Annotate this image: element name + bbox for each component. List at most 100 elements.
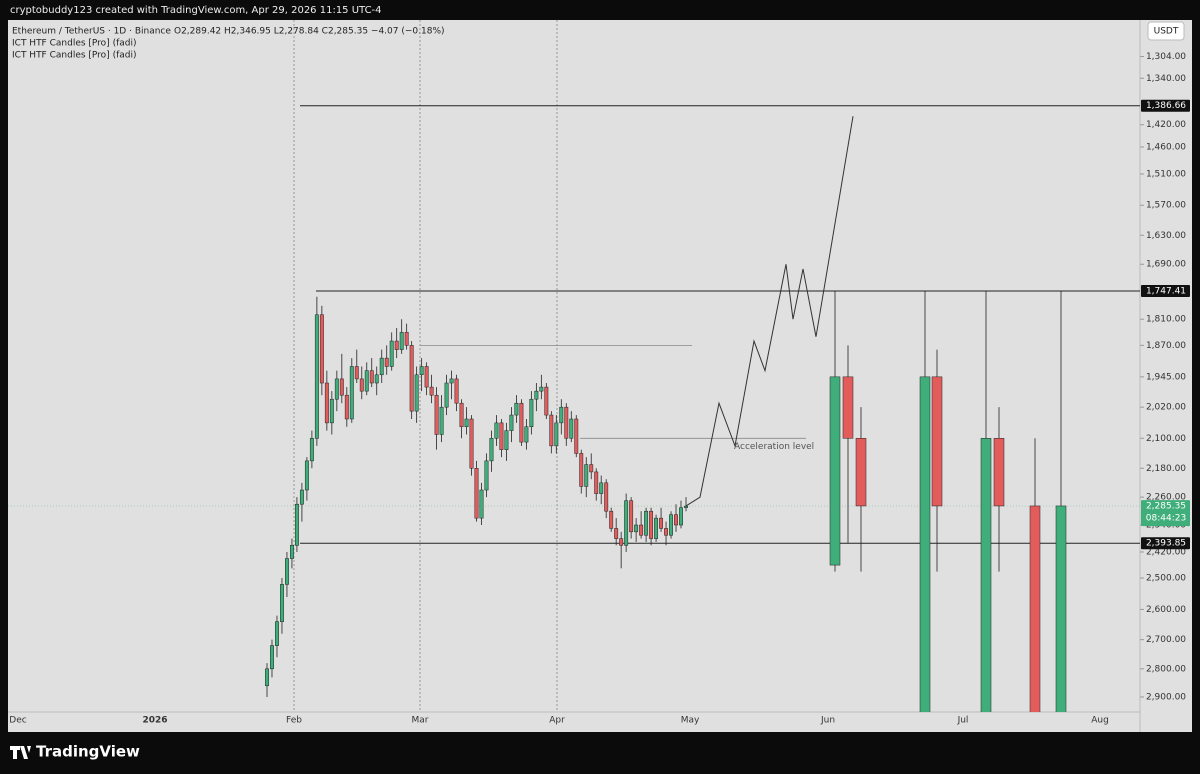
y-tick-label: 2,180.00 <box>1146 464 1186 474</box>
candle-body <box>439 406 444 435</box>
y-tick-label: 1,810.00 <box>1146 315 1186 325</box>
chart-bg <box>8 20 1192 732</box>
candle-body <box>634 524 639 533</box>
candle-body <box>444 382 449 408</box>
candle-body <box>919 376 931 712</box>
ohlc: O2,289.42 H2,346.95 L2,278.84 C2,285.35 … <box>174 27 445 37</box>
y-tick-label: 1,870.00 <box>1146 341 1186 351</box>
level-label: 2,393.85 <box>1146 539 1186 549</box>
y-tick-label: 1,510.00 <box>1146 169 1186 179</box>
candle-body <box>265 668 269 687</box>
y-tick-label: 1,570.00 <box>1146 201 1186 211</box>
symbol: Ethereum / TetherUS · 1D · Binance <box>12 27 171 37</box>
countdown: 08:44:23 <box>1146 514 1186 524</box>
candle-body <box>980 438 992 712</box>
candle-body <box>449 378 454 384</box>
credit: cryptobuddy123 created with TradingView.… <box>10 5 382 16</box>
projection-path <box>685 116 854 507</box>
y-tick-label: 1,420.00 <box>1146 120 1186 130</box>
candle-body <box>399 332 404 350</box>
candle-body <box>684 505 688 508</box>
candle-body <box>1029 505 1041 712</box>
candle-body <box>599 482 604 494</box>
x-tick-label: Aug <box>1091 716 1109 726</box>
candle-body <box>384 357 389 367</box>
candle-body <box>404 332 409 346</box>
currency-button[interactable] <box>1147 21 1185 41</box>
candle-body <box>369 370 374 384</box>
candle-body <box>309 438 314 462</box>
candle-body <box>659 517 664 529</box>
candle-body <box>409 345 414 412</box>
candle-body <box>549 414 554 447</box>
candle-body <box>829 376 841 566</box>
candle-body <box>569 418 574 439</box>
candle-body <box>349 366 354 420</box>
currency[interactable]: USDT <box>1154 27 1179 37</box>
candle-body <box>604 482 609 512</box>
y-tick-label: 1,690.00 <box>1146 260 1186 270</box>
candle-body <box>842 376 854 439</box>
candle-body <box>314 314 319 439</box>
candle-body <box>674 514 678 526</box>
y-tick-label: 2,500.00 <box>1146 574 1186 584</box>
candle-body <box>389 340 394 367</box>
candle-body <box>649 510 654 539</box>
y-tick-label: 2,260.00 <box>1146 493 1186 503</box>
candle-body <box>334 378 339 400</box>
candle-body <box>993 438 1005 507</box>
candle-body <box>559 406 564 424</box>
y-tick-label: 2,700.00 <box>1146 635 1186 645</box>
candle-body <box>489 438 494 462</box>
y-tick-label: 1,630.00 <box>1146 231 1186 241</box>
candle-body <box>544 386 549 416</box>
candle-body <box>299 489 304 505</box>
x-tick-label: Jul <box>957 716 969 726</box>
candle-body <box>474 468 479 519</box>
candle-body <box>564 406 569 439</box>
candle-body <box>344 394 349 420</box>
candle-body <box>514 402 519 416</box>
candle-body <box>669 514 673 536</box>
candle-body <box>324 382 329 424</box>
candle-body <box>479 489 484 519</box>
x-tick-label: 2026 <box>142 716 167 726</box>
candle-body <box>529 398 534 428</box>
y-tick-label: 1,945.00 <box>1146 372 1186 382</box>
y-tick-label: 2,420.00 <box>1146 547 1186 557</box>
candle-body <box>294 503 299 546</box>
candle-body <box>654 517 659 539</box>
candle-body <box>504 430 509 450</box>
plot <box>8 20 1140 712</box>
y-tick-label: 1,460.00 <box>1146 143 1186 153</box>
indicator[interactable]: ICT HTF Candles [Pro] (fadi) <box>12 51 136 61</box>
candle-body <box>1055 505 1067 712</box>
level-label-bg <box>1141 99 1190 112</box>
candle-body <box>574 418 579 454</box>
y-tick-label: 2,600.00 <box>1146 605 1186 615</box>
candle-body <box>584 464 589 487</box>
level-label: 2,285.35 <box>1146 502 1186 512</box>
candle-body <box>354 366 359 380</box>
level-label-bg <box>1141 500 1190 527</box>
candle-body <box>624 500 629 546</box>
level-label-bg <box>1141 285 1190 298</box>
candle-body <box>464 418 469 428</box>
x-tick-label: Apr <box>549 716 565 726</box>
candle-body <box>454 378 459 404</box>
candle-body <box>931 376 943 507</box>
x-tick-label: Dec <box>9 716 26 726</box>
candle-body <box>579 453 584 487</box>
indicator[interactable]: ICT HTF Candles [Pro] (fadi) <box>12 39 136 49</box>
brand: TradingView <box>36 743 140 761</box>
candle-body <box>609 510 614 529</box>
y-tick-label: 2,100.00 <box>1146 434 1186 444</box>
annotation: Acceleration level <box>734 442 814 452</box>
y-tick-label: 2,900.00 <box>1146 692 1186 702</box>
x-tick-label: May <box>681 716 700 726</box>
candle-body <box>419 366 424 376</box>
candle-body <box>484 460 489 491</box>
candle-body <box>280 584 284 622</box>
candle-body <box>319 314 324 384</box>
